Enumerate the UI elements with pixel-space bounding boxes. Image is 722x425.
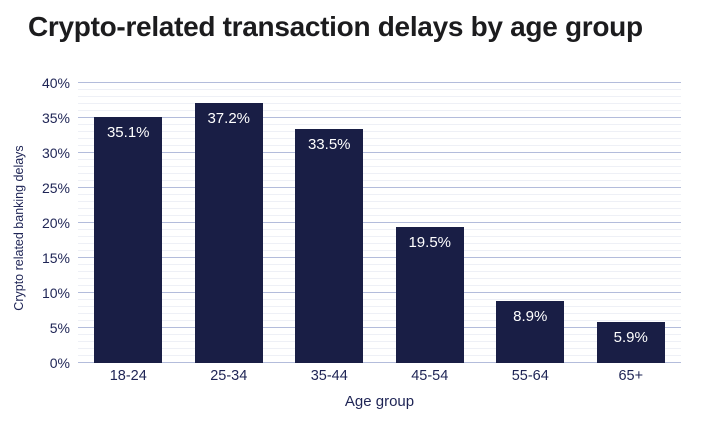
x-tick-label-18-24: 18-24 <box>109 368 147 384</box>
x-tick-label-25-34: 25-34 <box>210 368 248 384</box>
y-tick-label: 30% <box>41 145 70 161</box>
bar-slot-45-54: 19.5% <box>380 83 481 363</box>
bar-slot-35-44: 33.5% <box>279 83 380 363</box>
gridline-minor <box>78 173 681 174</box>
y-tick-label: 15% <box>41 250 70 266</box>
gridline-minor <box>78 103 681 104</box>
bar-value-label: 37.2% <box>207 109 251 127</box>
gridline-minor <box>78 243 681 244</box>
gridline-minor <box>78 96 681 97</box>
gridline-minor <box>78 180 681 181</box>
y-tick-label: 40% <box>41 75 70 91</box>
gridline-minor <box>78 159 681 160</box>
gridline-minor <box>78 271 681 272</box>
bar-55-64: 8.9% <box>496 300 565 363</box>
gridline-minor <box>78 229 681 230</box>
bar-slot-65+: 5.9% <box>581 83 682 363</box>
y-axis-ticks: 0% 5% 10% 15% 20% 25% 30% 35% 40% <box>0 76 70 370</box>
gridline-major <box>78 117 681 118</box>
x-axis-ticks: 18-24 25-34 35-44 45-54 55-64 65+ <box>78 369 681 384</box>
gridline-major <box>78 292 681 293</box>
gridline-major <box>78 82 681 83</box>
bar-slot-18-24: 35.1% <box>78 83 179 363</box>
gridline-major <box>78 327 681 328</box>
gridline-major <box>78 187 681 188</box>
x-tick-label-35-44: 35-44 <box>310 368 348 384</box>
plot-area: 35.1% 37.2% 33.5% 19.5% 8.9% 5.9% <box>78 82 681 363</box>
gridline-minor <box>78 201 681 202</box>
gridline-minor <box>78 145 681 146</box>
bar-value-label: 19.5% <box>408 233 452 251</box>
bar-25-34: 37.2% <box>194 102 263 363</box>
gridline-minor <box>78 285 681 286</box>
gridline-minor <box>78 264 681 265</box>
y-tick-label: 10% <box>41 285 70 301</box>
bar-series: 35.1% 37.2% 33.5% 19.5% 8.9% 5.9% <box>78 83 681 363</box>
gridline-major <box>78 222 681 223</box>
bar-65+: 5.9% <box>596 321 665 363</box>
bar-18-24: 35.1% <box>94 117 163 363</box>
y-tick-label: 35% <box>41 110 70 126</box>
gridline-minor <box>78 215 681 216</box>
gridline-minor <box>78 306 681 307</box>
gridline-minor <box>78 131 681 132</box>
chart-title: Crypto-related transaction delays by age… <box>28 11 643 42</box>
gridline-minor <box>78 348 681 349</box>
gridline-minor <box>78 138 681 139</box>
gridline-minor <box>78 278 681 279</box>
y-tick-label: 20% <box>41 215 70 231</box>
bar-value-label: 33.5% <box>307 135 351 153</box>
gridline-major <box>78 362 681 363</box>
gridline-minor <box>78 341 681 342</box>
bar-45-54: 19.5% <box>395 226 464 363</box>
bar-slot-25-34: 37.2% <box>179 83 280 363</box>
y-tick-label: 0% <box>49 355 70 371</box>
gridline-minor <box>78 355 681 356</box>
bar-value-label: 5.9% <box>613 328 648 346</box>
x-tick-label-55-64: 55-64 <box>511 368 549 384</box>
gridline-major <box>78 257 681 258</box>
bar-value-label: 8.9% <box>513 307 548 325</box>
gridline-minor <box>78 299 681 300</box>
bar-value-label: 35.1% <box>106 124 150 142</box>
gridline-minor <box>78 334 681 335</box>
gridline-minor <box>78 313 681 314</box>
x-axis-label: Age group <box>344 393 415 410</box>
y-tick-label: 5% <box>49 320 70 336</box>
x-tick-label-45-54: 45-54 <box>411 368 449 384</box>
bar-slot-55-64: 8.9% <box>480 83 581 363</box>
bar-35-44: 33.5% <box>295 128 364 363</box>
gridline-minor <box>78 194 681 195</box>
gridline-minor <box>78 208 681 209</box>
y-tick-label: 25% <box>41 180 70 196</box>
gridline-minor <box>78 124 681 125</box>
gridline-major <box>78 152 681 153</box>
gridline-minor <box>78 320 681 321</box>
gridline-minor <box>78 110 681 111</box>
x-tick-label-65+: 65+ <box>618 368 644 384</box>
gridline-minor <box>78 250 681 251</box>
gridline-minor <box>78 166 681 167</box>
gridline-minor <box>78 89 681 90</box>
gridline-minor <box>78 236 681 237</box>
